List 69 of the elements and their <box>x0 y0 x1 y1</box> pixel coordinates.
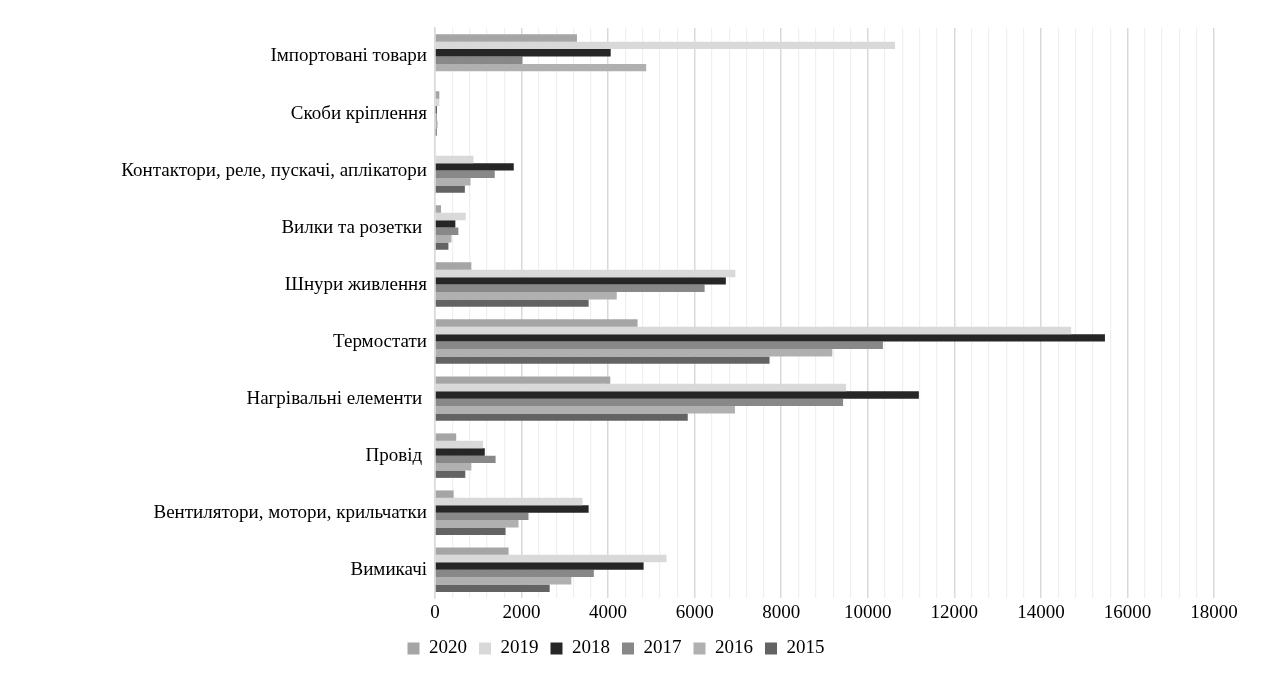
legend-label: 2018 <box>572 636 610 658</box>
bar <box>435 341 883 350</box>
legend-label: 2016 <box>715 636 753 658</box>
bar <box>435 277 726 285</box>
y-tick-label: Шнури живлення <box>284 272 428 294</box>
bar <box>435 56 523 64</box>
bar <box>435 299 589 307</box>
bar <box>435 292 617 300</box>
legend-label: 2017 <box>643 636 682 658</box>
bar <box>435 527 506 535</box>
bar <box>435 319 638 327</box>
bar <box>435 470 466 478</box>
x-tick-label: 16000 <box>1103 600 1152 622</box>
bar <box>435 584 550 592</box>
x-tick-label: 14000 <box>1017 600 1065 622</box>
y-tick-label: Вилки та розетки <box>281 215 427 237</box>
x-tick-label: 8000 <box>762 600 801 622</box>
x-tick-label: 6000 <box>675 600 714 622</box>
bar <box>435 448 485 456</box>
bar <box>435 433 457 441</box>
y-tick-label: Нагрівальні елементи <box>246 386 427 408</box>
legend-label: 2020 <box>429 636 467 658</box>
bar <box>435 349 833 357</box>
y-tick-label: Вентилятори, мотори, крильчатки <box>153 500 427 522</box>
x-tick-label: 10000 <box>844 600 892 622</box>
bar <box>435 391 919 399</box>
bar <box>435 569 594 578</box>
bar <box>435 185 465 193</box>
bar <box>435 406 735 414</box>
bar <box>435 227 459 235</box>
y-tick-label: Провід <box>365 443 427 465</box>
bar <box>435 163 514 171</box>
legend-label: 2019 <box>500 636 539 658</box>
bar <box>435 520 519 528</box>
bar <box>435 234 452 243</box>
y-tick-label: Імпортовані товари <box>270 44 427 66</box>
bar <box>435 284 705 292</box>
x-tick-label: 2000 <box>502 600 541 622</box>
bar <box>435 220 456 228</box>
bar <box>435 177 471 186</box>
bar <box>435 562 644 570</box>
bar <box>435 463 472 471</box>
bar <box>435 547 509 555</box>
bar <box>435 505 589 513</box>
bar <box>435 413 688 421</box>
bar <box>435 205 442 213</box>
bar <box>435 170 495 178</box>
x-tick-label: 0 <box>430 600 440 622</box>
bar <box>435 49 611 57</box>
bar <box>435 262 472 270</box>
bar <box>435 356 770 364</box>
bar <box>435 334 1105 342</box>
legend-label: 2015 <box>786 636 825 658</box>
y-tick-label: Вимикачі <box>350 557 427 579</box>
bar <box>435 577 572 585</box>
bar <box>435 34 577 42</box>
bar <box>435 376 611 384</box>
bar <box>435 490 454 498</box>
y-tick-label: Термостати <box>333 329 427 351</box>
x-tick-label: 18000 <box>1190 600 1238 622</box>
y-tick-label: Контактори, реле, пускачі, аплікатори <box>121 158 427 180</box>
x-tick-label: 4000 <box>589 600 628 622</box>
bar <box>435 455 496 464</box>
bar <box>435 512 529 521</box>
bar <box>435 398 844 407</box>
y-tick-label: Скоби кріплення <box>290 101 428 123</box>
x-tick-label: 12000 <box>930 600 979 622</box>
bar <box>435 63 647 72</box>
bar <box>435 242 449 250</box>
